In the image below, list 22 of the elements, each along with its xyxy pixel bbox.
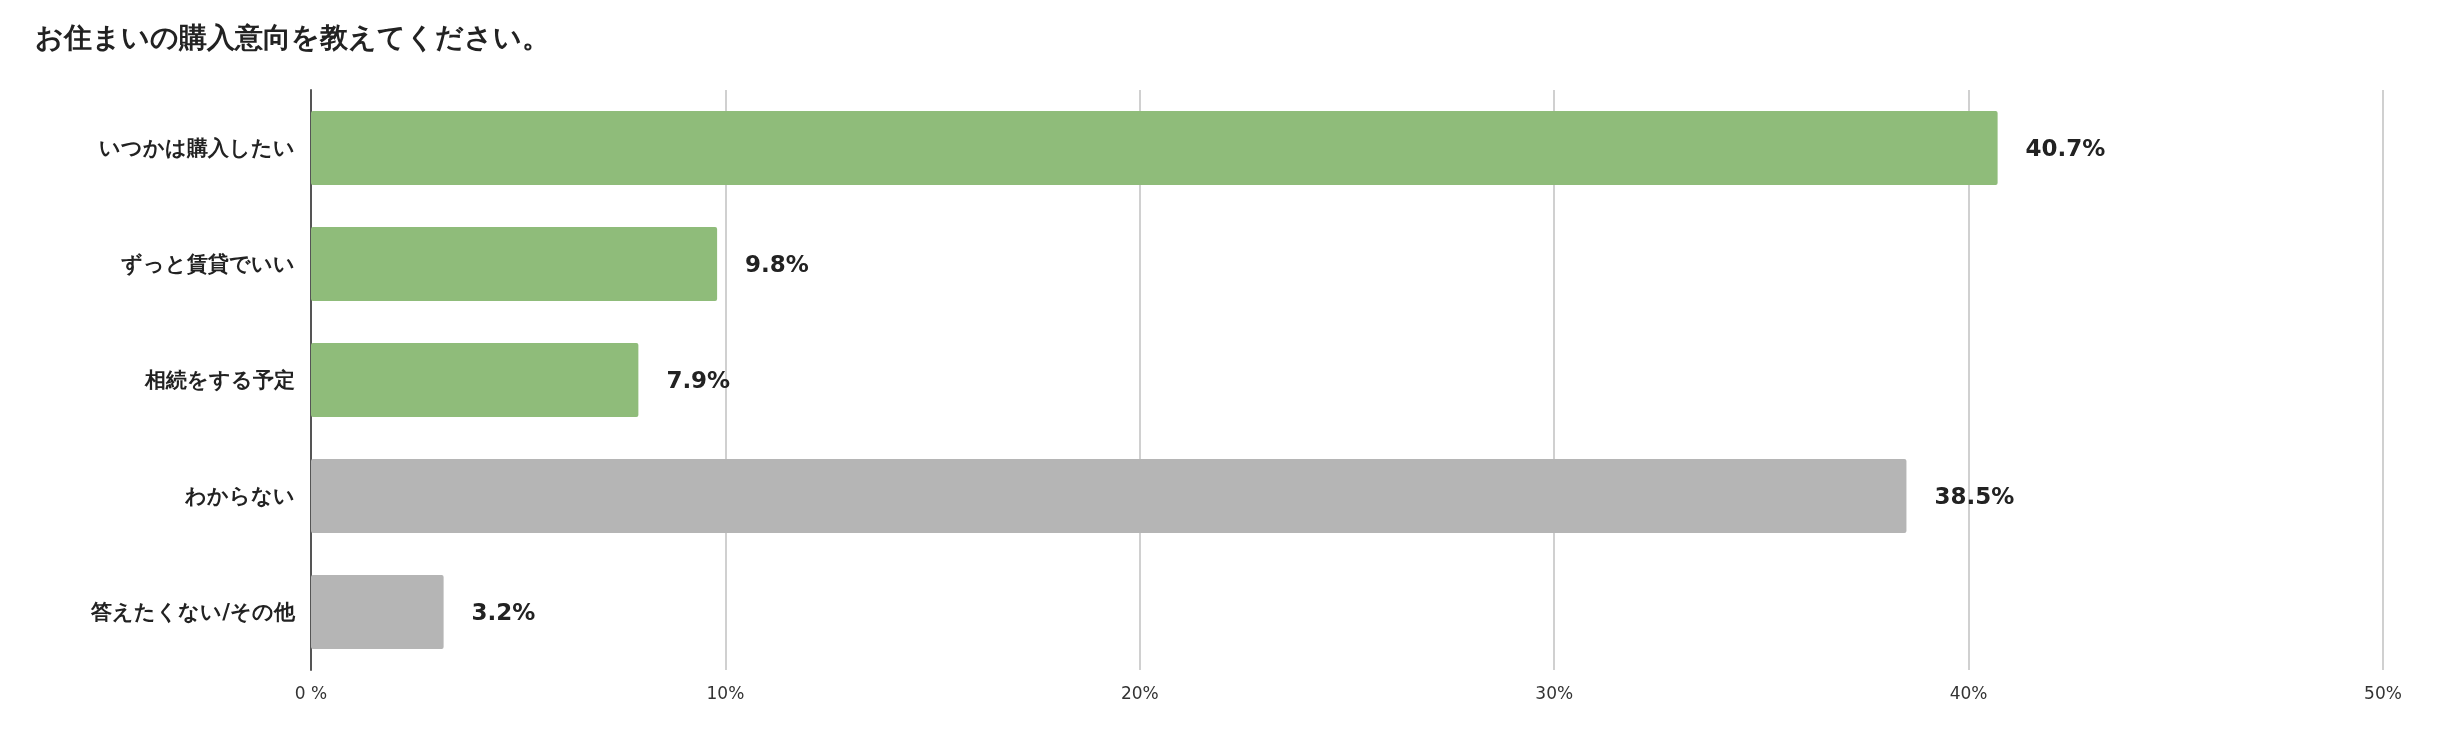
data-label: 3.2% xyxy=(471,599,536,625)
x-tick-label: 10% xyxy=(706,682,745,703)
x-tick-label: 0 % xyxy=(294,682,328,703)
data-label: 7.9% xyxy=(666,367,731,393)
x-tick-label: 30% xyxy=(1535,682,1574,703)
y-tick-label: ずっと賃貸でいい xyxy=(121,252,295,276)
x-tick-label: 50% xyxy=(2364,682,2402,703)
bar xyxy=(311,574,444,650)
y-tick-label: 答えたくない/その他 xyxy=(90,600,296,624)
y-tick-label: 相続をする予定 xyxy=(144,368,295,392)
bar xyxy=(311,226,718,302)
data-label: 9.8% xyxy=(745,251,809,277)
bar xyxy=(311,342,639,418)
bar xyxy=(311,110,1998,186)
data-label: 38.5% xyxy=(1934,483,2015,509)
chart-title: お住まいの購入意向を教えてください。 xyxy=(35,20,550,54)
bar xyxy=(311,458,1907,534)
x-tick-label: 40% xyxy=(1949,682,1988,703)
data-label: 40.7% xyxy=(2025,135,2106,161)
y-tick-label: わからない xyxy=(184,484,295,508)
y-tick-label: いつかは購入したい xyxy=(99,136,295,160)
x-tick-label: 20% xyxy=(1120,682,1159,703)
